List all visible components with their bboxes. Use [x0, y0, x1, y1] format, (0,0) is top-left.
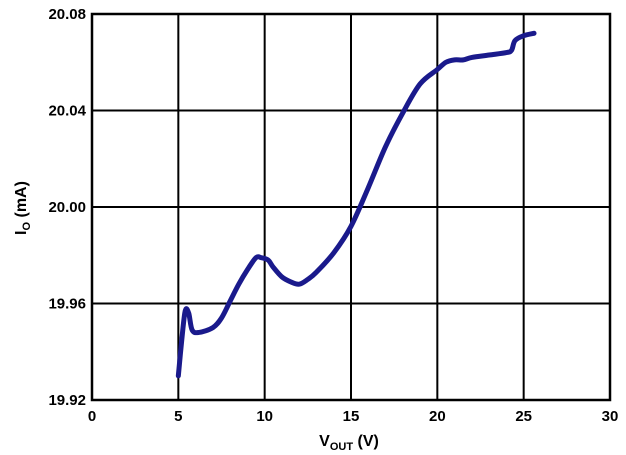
y-axis-title-unit: (mA) [13, 181, 30, 222]
x-tick-label: 25 [515, 408, 532, 425]
x-tick-label: 20 [429, 408, 446, 425]
x-axis-title-unit: (V) [353, 433, 379, 450]
x-tick-label: 15 [343, 408, 360, 425]
y-tick-label: 20.08 [48, 6, 86, 23]
data-series [178, 33, 534, 376]
tick-labels: 0 5 10 15 20 25 30 19.92 19.96 20.00 20.04 20.08 [48, 6, 618, 425]
x-tick-label: 30 [602, 408, 619, 425]
x-tick-label: 5 [174, 408, 182, 425]
x-axis-title: VOUT (V) [319, 433, 379, 453]
y-tick-label: 20.00 [48, 199, 86, 216]
grid [92, 14, 610, 400]
y-tick-label: 19.92 [48, 392, 86, 409]
x-tick-label: 10 [256, 408, 273, 425]
x-tick-label: 0 [88, 408, 96, 425]
series-line [178, 33, 534, 376]
y-tick-label: 19.96 [48, 296, 86, 313]
y-tick-label: 20.04 [48, 103, 86, 120]
x-axis-title-sub: OUT [330, 441, 354, 453]
x-axis-title-main: V [319, 433, 330, 450]
y-axis-title: IO (mA) [13, 181, 33, 235]
